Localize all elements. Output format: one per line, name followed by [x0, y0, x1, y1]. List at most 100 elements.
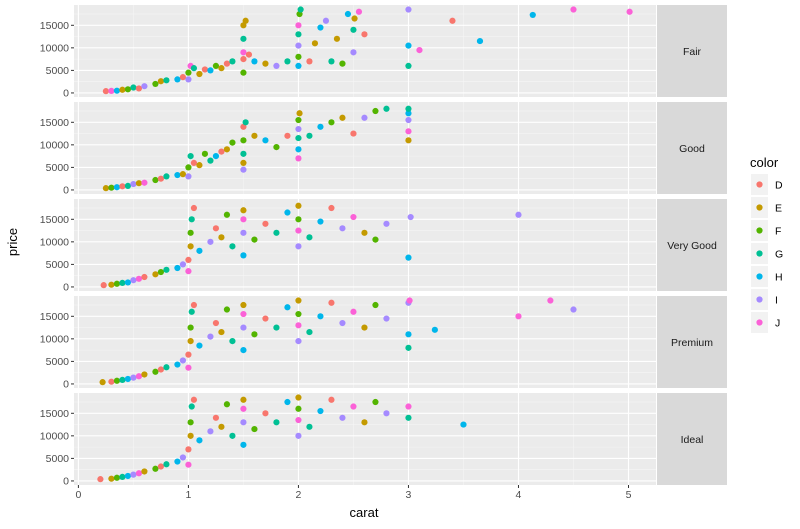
- y-tick-label: 10000: [40, 42, 69, 54]
- y-tick-label: 0: [63, 184, 69, 196]
- data-point: [187, 229, 194, 236]
- data-point: [119, 279, 126, 286]
- data-point: [405, 344, 412, 351]
- data-point: [339, 414, 346, 421]
- data-point: [317, 407, 324, 415]
- data-point: [240, 324, 247, 331]
- facet-panel-fair: 0 5000 10000 15000 Fair: [40, 5, 727, 99]
- data-point: [141, 179, 148, 186]
- data-point: [515, 211, 522, 218]
- data-point: [361, 324, 368, 331]
- data-point: [251, 132, 258, 139]
- data-point: [130, 471, 137, 478]
- data-point: [157, 268, 165, 276]
- data-point: [124, 182, 132, 189]
- data-point: [240, 207, 247, 214]
- data-point: [229, 243, 236, 250]
- data-point: [431, 326, 438, 333]
- data-point: [350, 308, 357, 315]
- data-point: [187, 324, 194, 331]
- data-point: [284, 132, 291, 139]
- data-point: [361, 31, 368, 38]
- data-point: [383, 315, 390, 322]
- data-point: [295, 394, 302, 401]
- data-point: [212, 414, 220, 421]
- data-point: [240, 69, 247, 76]
- data-point: [350, 26, 357, 33]
- y-tick-label: 0: [63, 378, 69, 390]
- data-point: [350, 49, 357, 56]
- legend-key-G: G: [751, 243, 783, 264]
- y-tick-label: 5000: [46, 453, 70, 465]
- x-tick-label: 1: [185, 489, 191, 501]
- data-point: [240, 166, 247, 173]
- legend-key-E: E: [751, 197, 782, 218]
- data-point: [152, 368, 159, 375]
- panel-background: [74, 296, 656, 388]
- data-point: [273, 324, 280, 331]
- data-point: [207, 238, 214, 245]
- data-point: [229, 139, 236, 146]
- legend-key-F: F: [751, 220, 781, 241]
- data-point: [328, 58, 335, 65]
- data-point: [108, 184, 115, 191]
- panel-background: [74, 393, 656, 485]
- data-point: [108, 378, 115, 385]
- data-point: [570, 306, 577, 313]
- data-point: [295, 42, 302, 49]
- data-point: [240, 137, 247, 144]
- data-point: [201, 150, 209, 157]
- data-point: [179, 74, 187, 81]
- data-point: [229, 337, 236, 345]
- legend-key-I: I: [751, 289, 778, 310]
- data-point: [124, 472, 132, 480]
- data-point: [383, 220, 390, 227]
- data-point: [113, 280, 121, 287]
- data-point: [102, 88, 110, 95]
- data-point: [187, 337, 194, 345]
- data-point: [179, 171, 187, 178]
- data-point: [188, 308, 195, 315]
- data-point: [102, 185, 110, 192]
- data-point: [223, 306, 231, 313]
- data-point: [333, 35, 341, 42]
- data-point: [130, 277, 137, 284]
- data-point: [515, 313, 522, 320]
- y-tick-label: 15000: [40, 214, 69, 226]
- y-tick-label: 0: [63, 87, 69, 99]
- data-point: [328, 396, 335, 403]
- data-point: [190, 204, 198, 212]
- data-point: [295, 53, 302, 60]
- y-tick-label: 15000: [40, 311, 69, 323]
- data-point: [240, 49, 247, 56]
- data-point: [383, 105, 390, 112]
- data-point: [190, 301, 198, 309]
- data-point: [135, 180, 143, 187]
- data-point: [163, 364, 170, 371]
- data-point: [460, 421, 467, 428]
- data-point: [306, 423, 313, 430]
- data-point: [295, 31, 302, 38]
- data-point: [547, 297, 554, 304]
- data-point: [130, 180, 137, 188]
- data-point: [251, 425, 258, 433]
- data-point: [295, 416, 302, 424]
- data-point: [212, 62, 220, 69]
- data-point: [355, 8, 363, 15]
- data-point: [295, 155, 302, 162]
- legend-key-label: D: [775, 180, 783, 192]
- data-point: [223, 60, 231, 67]
- data-point: [449, 17, 456, 24]
- data-point: [218, 234, 225, 241]
- data-point: [130, 84, 137, 91]
- data-point: [317, 24, 324, 31]
- y-tick-label: 5000: [46, 162, 70, 174]
- data-point: [185, 268, 192, 275]
- data-point: [141, 371, 148, 378]
- y-tick-label: 10000: [40, 236, 69, 248]
- data-point: [135, 275, 143, 282]
- data-point: [141, 83, 148, 90]
- data-point: [383, 410, 390, 417]
- data-point: [405, 128, 412, 135]
